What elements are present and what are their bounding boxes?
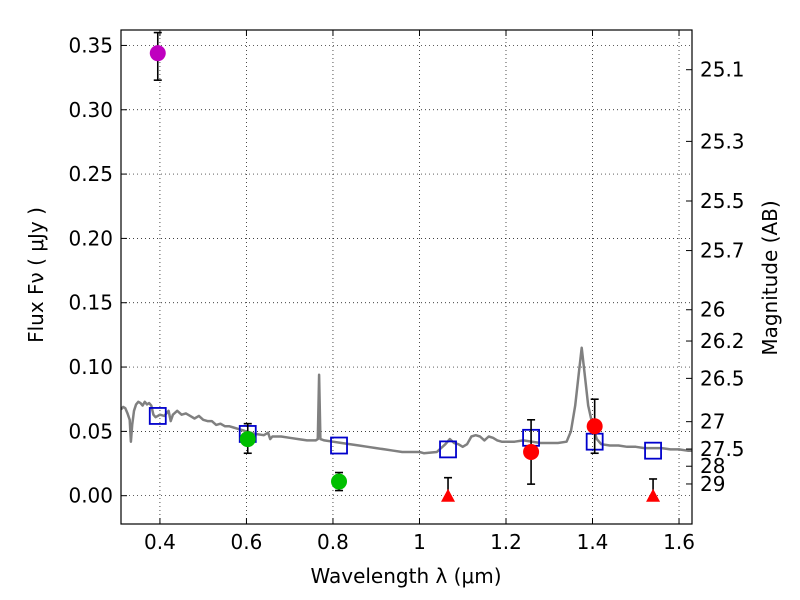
right-tick-label: 26.2 — [700, 329, 745, 353]
measured-flux-point — [586, 418, 603, 435]
model-flux-square — [330, 436, 348, 455]
upper-limit-triangle — [441, 488, 456, 502]
right-tick-label: 29 — [700, 472, 725, 496]
x-tick-label: 0.4 — [144, 530, 176, 554]
y-tick-label: 0.35 — [68, 33, 113, 57]
right-axis-label: Magnitude (AB) — [758, 200, 782, 355]
plot-area — [121, 31, 692, 502]
x-tick-label: 0.8 — [317, 530, 349, 554]
y-tick-label: 0.25 — [68, 162, 113, 186]
x-tick-label: 1 — [413, 530, 426, 554]
axis-ticks: 0.4 0.6 0.8 1 1.2 1.4 1.6 0.00 0.05 0.10 0.15 0.20 0… — [68, 30, 745, 554]
upper-limit-triangle — [646, 488, 661, 502]
y-tick-label: 0.05 — [68, 419, 113, 443]
y-axis-label: Flux Fν ( μJy ) — [24, 207, 48, 343]
measured-flux-point — [523, 443, 540, 460]
measured-flux-point — [149, 45, 166, 62]
model-flux-square — [148, 407, 167, 425]
x-tick-label: 1.4 — [577, 530, 609, 554]
plot-frame — [120, 29, 693, 525]
right-tick-label: 27 — [700, 410, 725, 434]
y-tick-label: 0.30 — [68, 98, 113, 122]
x-tick-label: 1.2 — [490, 530, 522, 554]
y-tick-label: 0.10 — [68, 355, 113, 379]
y-tick-label: 0.15 — [68, 291, 113, 315]
right-tick-label: 25.5 — [700, 189, 745, 213]
x-tick-label: 0.6 — [231, 530, 263, 554]
measured-flux-point — [239, 431, 256, 448]
right-tick-label: 27.5 — [700, 437, 745, 461]
model-flux-square — [439, 440, 457, 459]
model-flux-square — [644, 441, 662, 460]
right-tick-label: 25.7 — [700, 239, 745, 263]
y-tick-label: 0.20 — [68, 226, 113, 250]
right-tick-label: 25.1 — [700, 58, 745, 82]
x-tick-label: 1.6 — [663, 530, 695, 554]
model-spectrum-line — [121, 346, 692, 455]
measured-flux-point — [331, 473, 348, 490]
right-tick-label: 26 — [700, 298, 725, 322]
y-tick-label: 0.00 — [68, 484, 113, 508]
right-tick-label: 28 — [700, 454, 725, 478]
right-tick-label: 26.5 — [700, 366, 745, 390]
x-axis-label: Wavelength λ (μm) — [310, 564, 501, 588]
right-tick-label: 25.3 — [700, 129, 745, 153]
